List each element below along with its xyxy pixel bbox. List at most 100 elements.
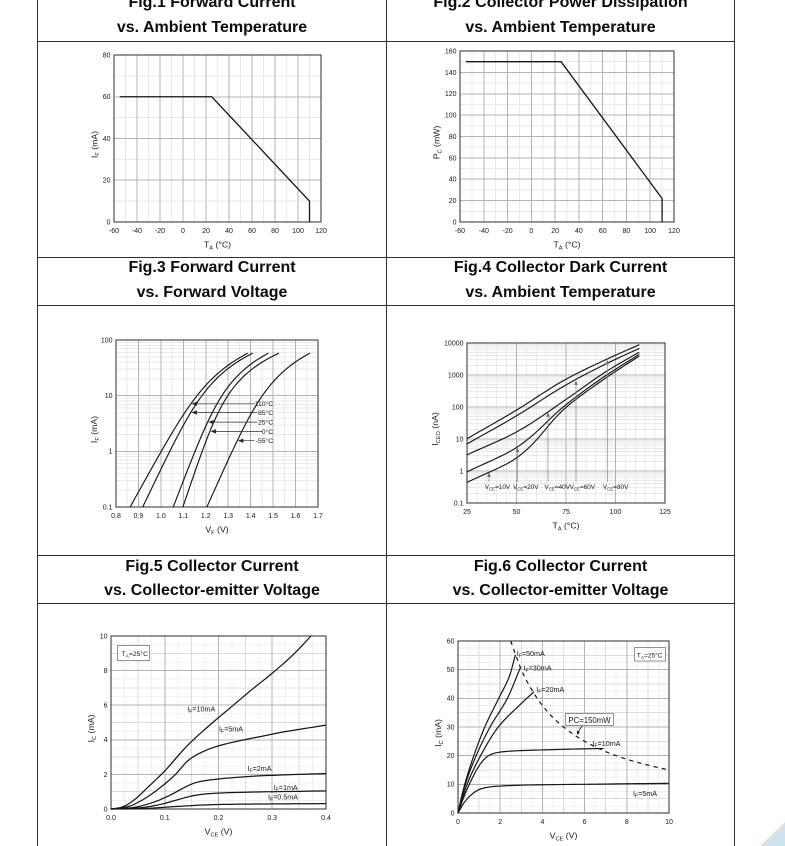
svg-text:0.2: 0.2 [214, 815, 224, 822]
svg-text:10: 10 [456, 436, 464, 443]
svg-text:60: 60 [248, 228, 256, 235]
svg-text:0: 0 [529, 228, 533, 235]
svg-text:IF=2mA: IF=2mA [248, 764, 272, 775]
svg-text:60: 60 [103, 94, 111, 101]
svg-text:100: 100 [610, 509, 622, 516]
svg-text:IF (mA): IF (mA) [89, 416, 101, 443]
svg-text:VF (V): VF (V) [205, 525, 228, 537]
svg-text:60: 60 [599, 228, 607, 235]
svg-text:-40: -40 [132, 228, 142, 235]
svg-text:8: 8 [625, 819, 629, 826]
svg-text:80: 80 [623, 228, 631, 235]
svg-text:VCE (V): VCE (V) [550, 831, 578, 843]
svg-text:20: 20 [551, 228, 559, 235]
svg-text:20: 20 [449, 198, 457, 205]
svg-text:1: 1 [109, 449, 113, 456]
svg-text:PC (mW): PC (mW) [432, 126, 444, 160]
svg-text:TA (°C): TA (°C) [204, 240, 231, 252]
svg-text:VCE=80V: VCE=80V [603, 484, 629, 491]
svg-text:IF=30mA: IF=30mA [524, 664, 552, 675]
svg-text:-20: -20 [503, 228, 513, 235]
svg-text:1.7: 1.7 [313, 513, 323, 520]
svg-text:IF=10mA: IF=10mA [187, 705, 215, 716]
svg-text:125: 125 [659, 509, 671, 516]
svg-text:10000: 10000 [444, 340, 464, 347]
svg-text:25: 25 [463, 509, 471, 516]
svg-text:0: 0 [181, 228, 185, 235]
svg-text:40: 40 [103, 136, 111, 143]
svg-text:IC (mA): IC (mA) [433, 719, 445, 747]
svg-text:IF=1mA: IF=1mA [274, 783, 298, 794]
svg-text:85°C: 85°C [258, 409, 273, 417]
svg-text:0.1: 0.1 [103, 504, 113, 511]
svg-text:0: 0 [451, 810, 455, 817]
svg-text:VCE=40V: VCE=40V [545, 484, 571, 491]
svg-text:10: 10 [447, 782, 455, 789]
svg-text:50: 50 [513, 509, 521, 516]
svg-text:75: 75 [562, 509, 570, 516]
svg-text:120: 120 [315, 228, 327, 235]
svg-text:1.0: 1.0 [156, 513, 166, 520]
svg-text:-40: -40 [479, 228, 489, 235]
svg-text:80: 80 [103, 52, 111, 59]
svg-text:10: 10 [665, 819, 673, 826]
svg-text:100: 100 [644, 228, 656, 235]
svg-text:60: 60 [447, 638, 455, 645]
svg-text:TA (°C): TA (°C) [552, 521, 579, 533]
svg-text:1.1: 1.1 [178, 513, 188, 520]
svg-text:IC (mA): IC (mA) [86, 715, 98, 743]
svg-text:10: 10 [100, 633, 108, 640]
svg-text:TA (°C): TA (°C) [553, 240, 580, 252]
svg-text:2: 2 [498, 819, 502, 826]
svg-text:IF=10mA: IF=10mA [593, 739, 621, 750]
svg-text:0.1: 0.1 [454, 500, 464, 507]
svg-text:0.9: 0.9 [134, 513, 144, 520]
svg-text:0.4: 0.4 [321, 815, 331, 822]
svg-text:0: 0 [107, 219, 111, 226]
svg-text:80: 80 [271, 228, 279, 235]
svg-text:IF=20mA: IF=20mA [536, 685, 564, 696]
svg-text:0.0: 0.0 [106, 815, 116, 822]
svg-text:40: 40 [447, 696, 455, 703]
svg-text:0°C: 0°C [262, 428, 273, 436]
svg-text:1000: 1000 [448, 372, 464, 379]
svg-text:VCE=10V: VCE=10V [485, 484, 511, 491]
svg-text:TA=25°C: TA=25°C [637, 651, 663, 660]
svg-text:100: 100 [101, 337, 113, 344]
svg-text:0.1: 0.1 [160, 815, 170, 822]
svg-text:0.3: 0.3 [267, 815, 277, 822]
svg-text:25°C: 25°C [258, 419, 273, 427]
svg-text:80: 80 [449, 134, 457, 141]
svg-text:-60: -60 [109, 228, 119, 235]
svg-text:0: 0 [456, 819, 460, 826]
svg-text:60: 60 [449, 155, 457, 162]
svg-text:10: 10 [105, 393, 113, 400]
svg-text:TA=25°C: TA=25°C [122, 650, 149, 660]
svg-text:-20: -20 [155, 228, 165, 235]
svg-text:IF=5mA: IF=5mA [219, 725, 243, 736]
svg-text:2: 2 [104, 772, 108, 779]
svg-text:0: 0 [453, 219, 457, 226]
svg-text:1.4: 1.4 [246, 513, 256, 520]
svg-text:IF=5mA: IF=5mA [633, 789, 657, 800]
svg-text:-55°C: -55°C [256, 437, 274, 445]
svg-text:4: 4 [540, 819, 544, 826]
svg-text:1.6: 1.6 [291, 513, 301, 520]
svg-text:50: 50 [447, 667, 455, 674]
svg-text:1.2: 1.2 [201, 513, 211, 520]
svg-text:4: 4 [104, 737, 108, 744]
svg-text:110°C: 110°C [255, 400, 274, 408]
svg-text:0: 0 [104, 806, 108, 813]
svg-text:ICEO (nA): ICEO (nA) [430, 412, 442, 446]
svg-text:VCE=20V: VCE=20V [513, 484, 539, 491]
svg-text:20: 20 [447, 753, 455, 760]
svg-text:40: 40 [225, 228, 233, 235]
svg-text:100: 100 [292, 228, 304, 235]
svg-text:0.8: 0.8 [111, 513, 121, 520]
svg-text:IF=50mA: IF=50mA [517, 649, 545, 660]
svg-text:1: 1 [460, 468, 464, 475]
svg-text:VCE=60V: VCE=60V [570, 484, 596, 491]
svg-text:20: 20 [202, 228, 210, 235]
svg-text:140: 140 [445, 70, 457, 77]
svg-text:120: 120 [668, 228, 680, 235]
